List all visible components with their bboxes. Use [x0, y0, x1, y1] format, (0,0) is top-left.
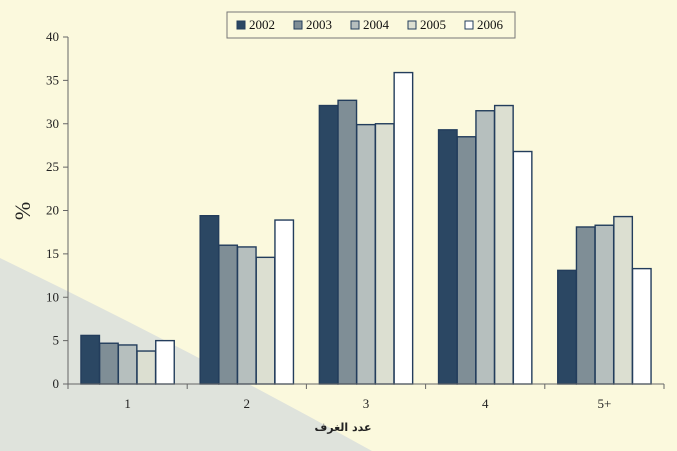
bar-2004-2 [236, 246, 257, 385]
bar-2004-1 [117, 344, 138, 385]
bar-2002-4 [437, 129, 458, 385]
bar-2004-3 [356, 123, 376, 385]
legend-swatch [350, 20, 360, 30]
y-tick-label: 10 [46, 289, 59, 304]
bar-2003-3 [337, 99, 358, 385]
bar-2002-5+ [557, 269, 577, 385]
y-tick-label: 30 [46, 116, 59, 131]
x-tick-label: 5+ [597, 396, 611, 411]
bar-2006-1 [155, 339, 175, 385]
bar-2003-4 [456, 136, 477, 385]
y-tick-label: 35 [46, 72, 59, 87]
bar-2005-3 [374, 123, 395, 385]
legend-swatch [407, 20, 417, 30]
bar-2002-3 [318, 104, 339, 385]
bar-2006-4 [512, 150, 533, 385]
y-tick-label: 25 [46, 159, 59, 174]
x-tick-label: 1 [124, 396, 131, 411]
bar-2005-5+ [613, 215, 634, 385]
y-tick-label: 40 [46, 29, 59, 44]
x-tick-label: 3 [363, 396, 370, 411]
y-tick-label: 5 [53, 333, 60, 348]
bar-2006-5+ [631, 267, 652, 385]
legend-label: 2002 [249, 17, 275, 32]
legend-swatch [464, 20, 474, 30]
x-axis-title: عدد الغرف [314, 421, 371, 434]
bar-2004-4 [475, 110, 496, 385]
legend-label: 2006 [477, 17, 504, 32]
y-tick-label: 20 [46, 203, 59, 218]
x-tick-label: 4 [482, 396, 489, 411]
bar-2002-1 [80, 334, 101, 385]
legend-label: 2005 [420, 17, 446, 32]
bar-2006-2 [274, 219, 295, 385]
legend-label: 2003 [306, 17, 332, 32]
bar-2003-1 [98, 342, 119, 385]
x-tick-label: 2 [244, 396, 251, 411]
y-tick-label: 0 [53, 376, 60, 391]
y-axis-title: % [10, 202, 35, 220]
bar-2005-1 [136, 350, 157, 385]
bar-2002-2 [199, 215, 220, 385]
background-wedge [0, 258, 372, 451]
bar-2005-4 [493, 104, 514, 385]
bar-2003-5+ [575, 226, 596, 385]
y-tick-label: 15 [46, 246, 59, 261]
legend-swatch [293, 20, 303, 30]
legend-label: 2004 [363, 17, 390, 32]
bar-2006-3 [393, 71, 414, 385]
bar-2004-5+ [594, 224, 615, 385]
bar-2005-2 [255, 256, 276, 385]
bar-2003-2 [218, 244, 239, 385]
legend-swatch [236, 20, 246, 30]
